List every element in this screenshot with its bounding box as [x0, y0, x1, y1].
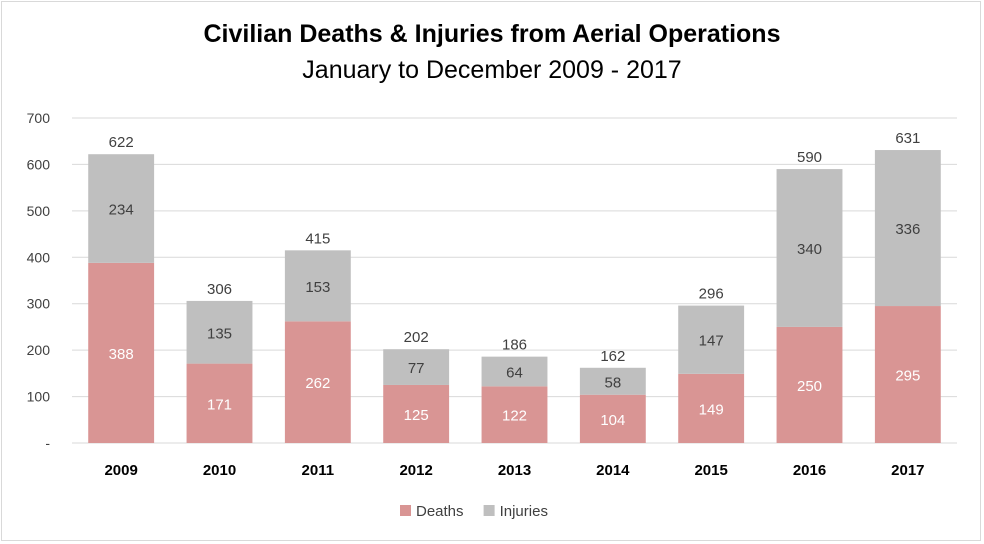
bar-deaths [186, 363, 253, 443]
data-label-injuries: 135 [207, 325, 232, 342]
data-label-injuries: 58 [604, 374, 621, 391]
total-label: 162 [600, 348, 625, 365]
data-label-injuries: 147 [699, 333, 724, 350]
bar-deaths [776, 326, 843, 443]
bar-deaths [579, 394, 646, 443]
bar-deaths [284, 321, 351, 443]
data-label-deaths: 122 [502, 408, 527, 425]
y-tick-label: 100 [27, 389, 51, 405]
bar-injuries [88, 154, 155, 263]
total-label: 590 [797, 149, 822, 166]
data-label-injuries: 77 [408, 360, 425, 377]
total-label: 622 [109, 134, 134, 151]
total-label: 306 [207, 281, 232, 298]
bar-injuries [678, 305, 745, 374]
legend-swatch-injuries [483, 505, 495, 516]
total-label: 202 [404, 329, 429, 346]
bar-deaths [678, 373, 745, 443]
legend-label-injuries: Injuries [500, 503, 548, 520]
data-label-deaths: 104 [600, 412, 625, 429]
total-label: 186 [502, 337, 527, 354]
data-label-injuries: 153 [305, 279, 330, 296]
data-label-deaths: 171 [207, 396, 232, 413]
x-tick-label: 2010 [203, 462, 236, 479]
data-label-deaths: 262 [305, 375, 330, 392]
bar-injuries [383, 349, 450, 385]
x-tick-label: 2017 [891, 462, 924, 479]
legend-swatch-deaths [400, 505, 411, 516]
chart-subtitle: January to December 2009 - 2017 [302, 56, 682, 84]
chart-title: Civilian Deaths & Injuries from Aerial O… [203, 20, 781, 48]
total-label: 415 [305, 230, 330, 247]
data-label-injuries: 234 [109, 202, 134, 219]
y-tick-label: 500 [27, 203, 51, 219]
y-tick-label: 200 [27, 342, 51, 358]
y-tick-label: - [45, 435, 50, 451]
bar-injuries [776, 169, 843, 327]
x-tick-label: 2012 [399, 462, 432, 479]
data-label-deaths: 250 [797, 378, 822, 395]
bar-deaths [383, 384, 450, 443]
y-tick-label: 300 [27, 296, 51, 312]
legend-label-deaths: Deaths [416, 503, 464, 520]
total-label: 631 [895, 130, 920, 147]
bar-injuries [186, 300, 253, 364]
bar-injuries [284, 250, 351, 322]
data-label-deaths: 295 [895, 368, 920, 385]
bar-deaths [874, 306, 941, 443]
x-tick-label: 2016 [793, 462, 826, 479]
y-tick-label: 700 [27, 110, 51, 126]
bar-injuries [579, 367, 646, 395]
x-tick-label: 2015 [694, 462, 727, 479]
bar-injuries [874, 150, 941, 307]
x-tick-label: 2011 [302, 462, 335, 479]
x-tick-label: 2009 [104, 462, 137, 479]
bar-deaths [481, 386, 548, 443]
data-label-deaths: 388 [109, 346, 134, 363]
x-tick-label: 2013 [498, 462, 531, 479]
data-label-injuries: 340 [797, 241, 822, 258]
x-tick-label: 2014 [596, 462, 630, 479]
total-label: 296 [699, 286, 724, 303]
y-tick-label: 400 [27, 249, 51, 265]
data-label-injuries: 336 [895, 221, 920, 238]
data-label-deaths: 149 [699, 401, 724, 418]
bar-injuries [481, 356, 548, 387]
data-label-deaths: 125 [404, 407, 429, 424]
y-tick-label: 600 [27, 156, 51, 172]
data-label-injuries: 64 [506, 365, 523, 382]
bar-deaths [88, 262, 155, 443]
